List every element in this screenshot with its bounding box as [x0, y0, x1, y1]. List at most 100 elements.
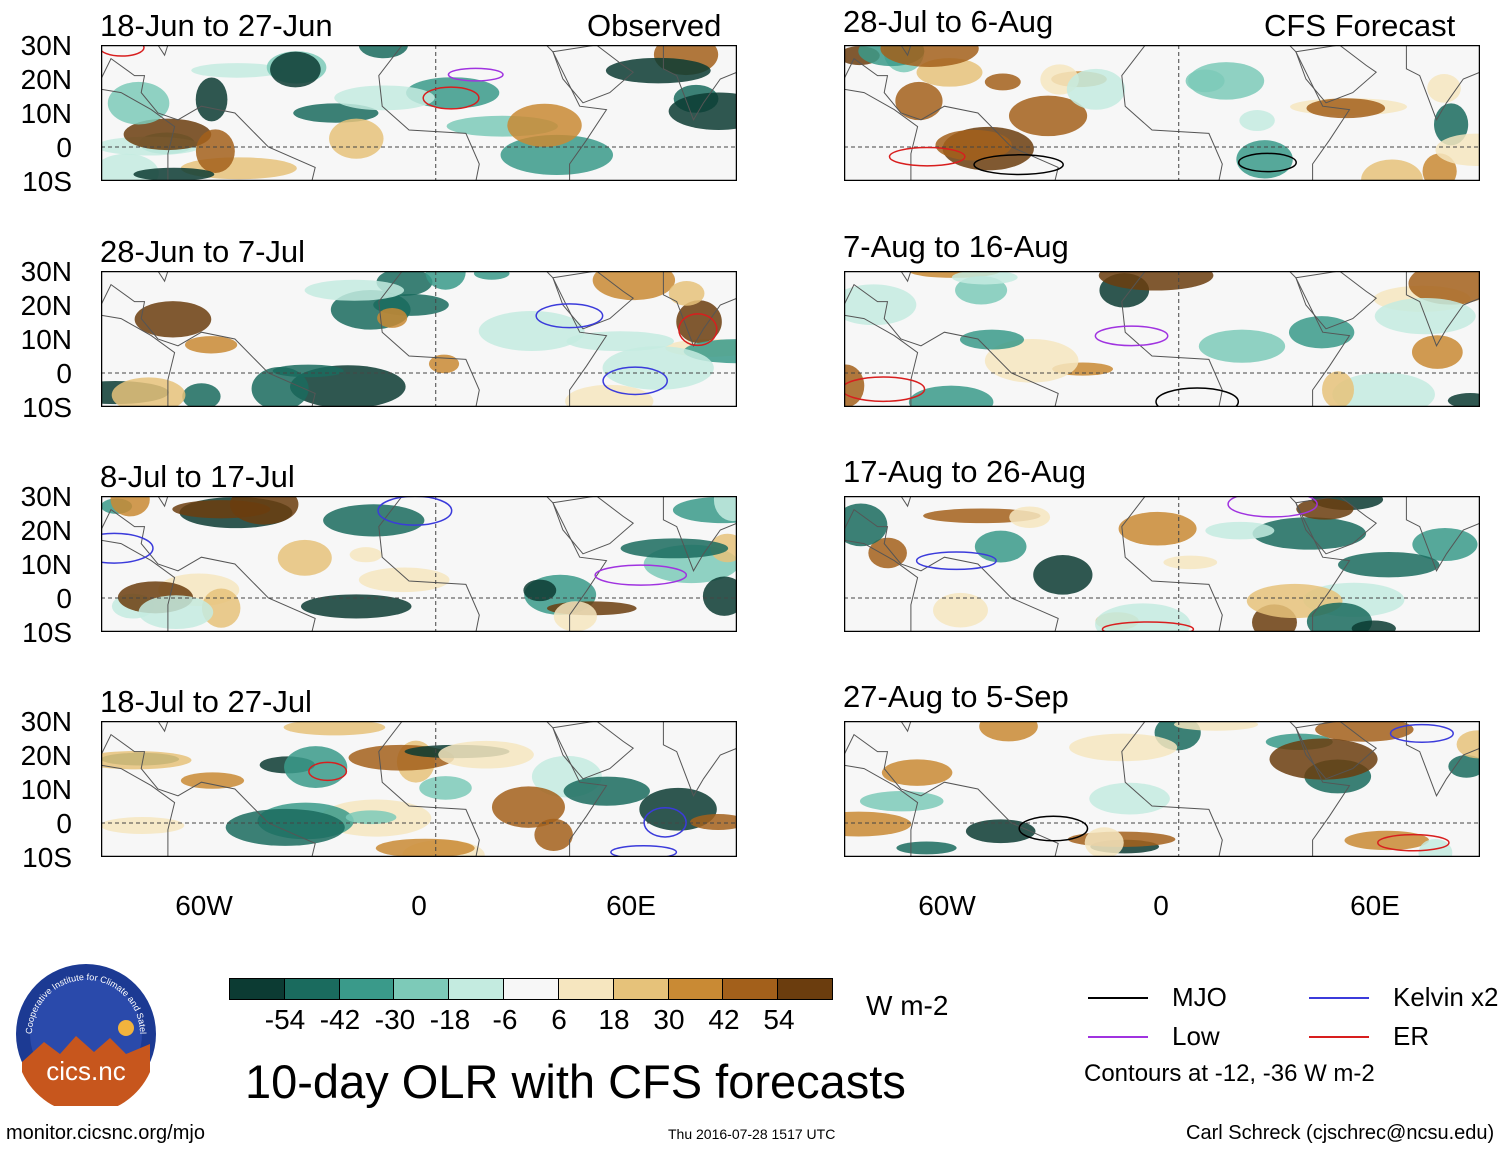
lat-tick-label: 20N	[20, 740, 72, 771]
wave-contour	[973, 154, 1064, 176]
olr-anomaly	[283, 721, 386, 736]
olr-anomaly	[1066, 68, 1126, 110]
coastline	[1121, 45, 1351, 181]
wave-contour	[447, 67, 504, 82]
olr-anomaly	[959, 329, 1025, 350]
coastline	[1405, 496, 1480, 572]
logo-text: cics.nc	[46, 1056, 125, 1086]
olr-anomaly	[419, 776, 472, 800]
olr-anomaly	[101, 751, 192, 770]
wave-contour	[1237, 152, 1297, 173]
footer-url[interactable]: monitor.cicsnc.org/mjo	[6, 1122, 205, 1144]
wave-contour	[1018, 815, 1089, 842]
lat-tick-label: 0	[56, 583, 72, 614]
olr-anomaly	[1205, 521, 1275, 540]
olr-anomaly	[908, 385, 994, 407]
olr-anomaly	[896, 841, 957, 855]
olr-anomaly	[195, 129, 235, 173]
coastline	[1121, 721, 1351, 857]
olr-anomaly	[284, 746, 348, 788]
wave-contour	[101, 532, 154, 564]
colorbar-segment	[612, 979, 668, 999]
colorbar-segment	[667, 979, 723, 999]
lat-tick-label: 0	[56, 358, 72, 389]
legend-swatch	[1309, 996, 1369, 999]
legend-swatch	[1088, 996, 1148, 999]
map-panel-right-3	[844, 496, 1480, 632]
olr-anomaly	[668, 281, 705, 306]
coastline	[552, 271, 635, 330]
colorbar-tick: 42	[708, 1004, 740, 1035]
olr-anomaly	[1095, 603, 1191, 632]
coastline	[101, 271, 169, 283]
lat-tick-label: 0	[56, 808, 72, 839]
panel-frame	[101, 496, 737, 632]
olr-anomaly	[473, 271, 510, 280]
lon-tick-label: 60E	[606, 890, 656, 921]
panel-frame	[101, 271, 737, 407]
olr-anomaly	[270, 51, 321, 88]
legend-label: Low	[1172, 1021, 1220, 1051]
olr-anomaly	[1173, 721, 1259, 731]
panel-title-left-1: 18-Jun to 27-Jun	[100, 8, 333, 43]
wave-contour	[308, 761, 348, 782]
olr-anomaly	[1033, 555, 1093, 595]
olr-anomaly	[377, 308, 408, 328]
coastline	[378, 45, 608, 181]
lon-tick-label: 60W	[175, 890, 233, 921]
olr-anomaly	[191, 63, 284, 78]
olr-anomaly	[566, 331, 674, 352]
cics-logo: Cooperative Institute for Climate and Sa…	[11, 954, 158, 1114]
lat-tick-label: 20N	[20, 290, 72, 321]
lat-tick-label: 10S	[22, 617, 72, 648]
olr-anomaly	[1185, 69, 1225, 93]
coastline	[101, 496, 169, 508]
lat-tick-label: 10N	[20, 98, 72, 129]
olr-anomaly	[965, 819, 1036, 844]
olr-anomaly	[1338, 551, 1440, 578]
lat-tick-label: 0	[56, 132, 72, 163]
olr-anomaly	[358, 567, 450, 593]
wave-contour	[535, 303, 604, 329]
olr-anomaly	[859, 791, 944, 812]
wave-contour	[1101, 621, 1195, 632]
olr-anomaly	[225, 808, 345, 846]
coastline	[662, 271, 737, 347]
lat-tick-label: 30N	[20, 256, 72, 287]
colorbar-tick: 30	[653, 1004, 685, 1035]
olr-anomaly	[277, 539, 332, 576]
olr-anomaly	[1332, 372, 1435, 407]
coastline	[378, 271, 608, 407]
olr-anomaly	[1315, 721, 1414, 742]
lat-tick-label: 20N	[20, 64, 72, 95]
olr-anomaly	[602, 346, 714, 390]
legend-swatch	[1309, 1035, 1369, 1038]
legend-swatch	[1088, 1035, 1148, 1038]
panel-title-left-4: 18-Jul to 27-Jul	[100, 684, 312, 719]
wave-contour	[1155, 387, 1240, 407]
panel-frame	[101, 45, 737, 181]
coastline	[101, 508, 316, 632]
olr-anomaly	[844, 284, 917, 326]
olr-anomaly	[1269, 738, 1378, 780]
olr-anomaly	[1351, 620, 1396, 632]
olr-anomaly	[1084, 827, 1124, 857]
lat-tick-label: 10S	[22, 842, 72, 873]
olr-anomaly	[491, 786, 565, 828]
olr-anomaly	[1118, 511, 1197, 546]
coastline	[552, 721, 635, 780]
olr-anomaly	[668, 92, 737, 130]
olr-anomaly	[844, 503, 888, 547]
olr-anomaly	[895, 81, 943, 121]
coastline	[844, 45, 912, 57]
olr-anomaly	[933, 592, 988, 628]
coastline	[1295, 496, 1378, 555]
olr-anomaly	[507, 103, 582, 147]
olr-anomaly	[1448, 755, 1480, 778]
colorbar	[229, 978, 833, 1000]
lon-tick-label: 60W	[918, 890, 976, 921]
olr-anomaly	[1198, 329, 1286, 363]
wave-contour	[1094, 325, 1169, 347]
olr-anomaly	[565, 384, 654, 407]
olr-anomaly	[1412, 335, 1463, 369]
